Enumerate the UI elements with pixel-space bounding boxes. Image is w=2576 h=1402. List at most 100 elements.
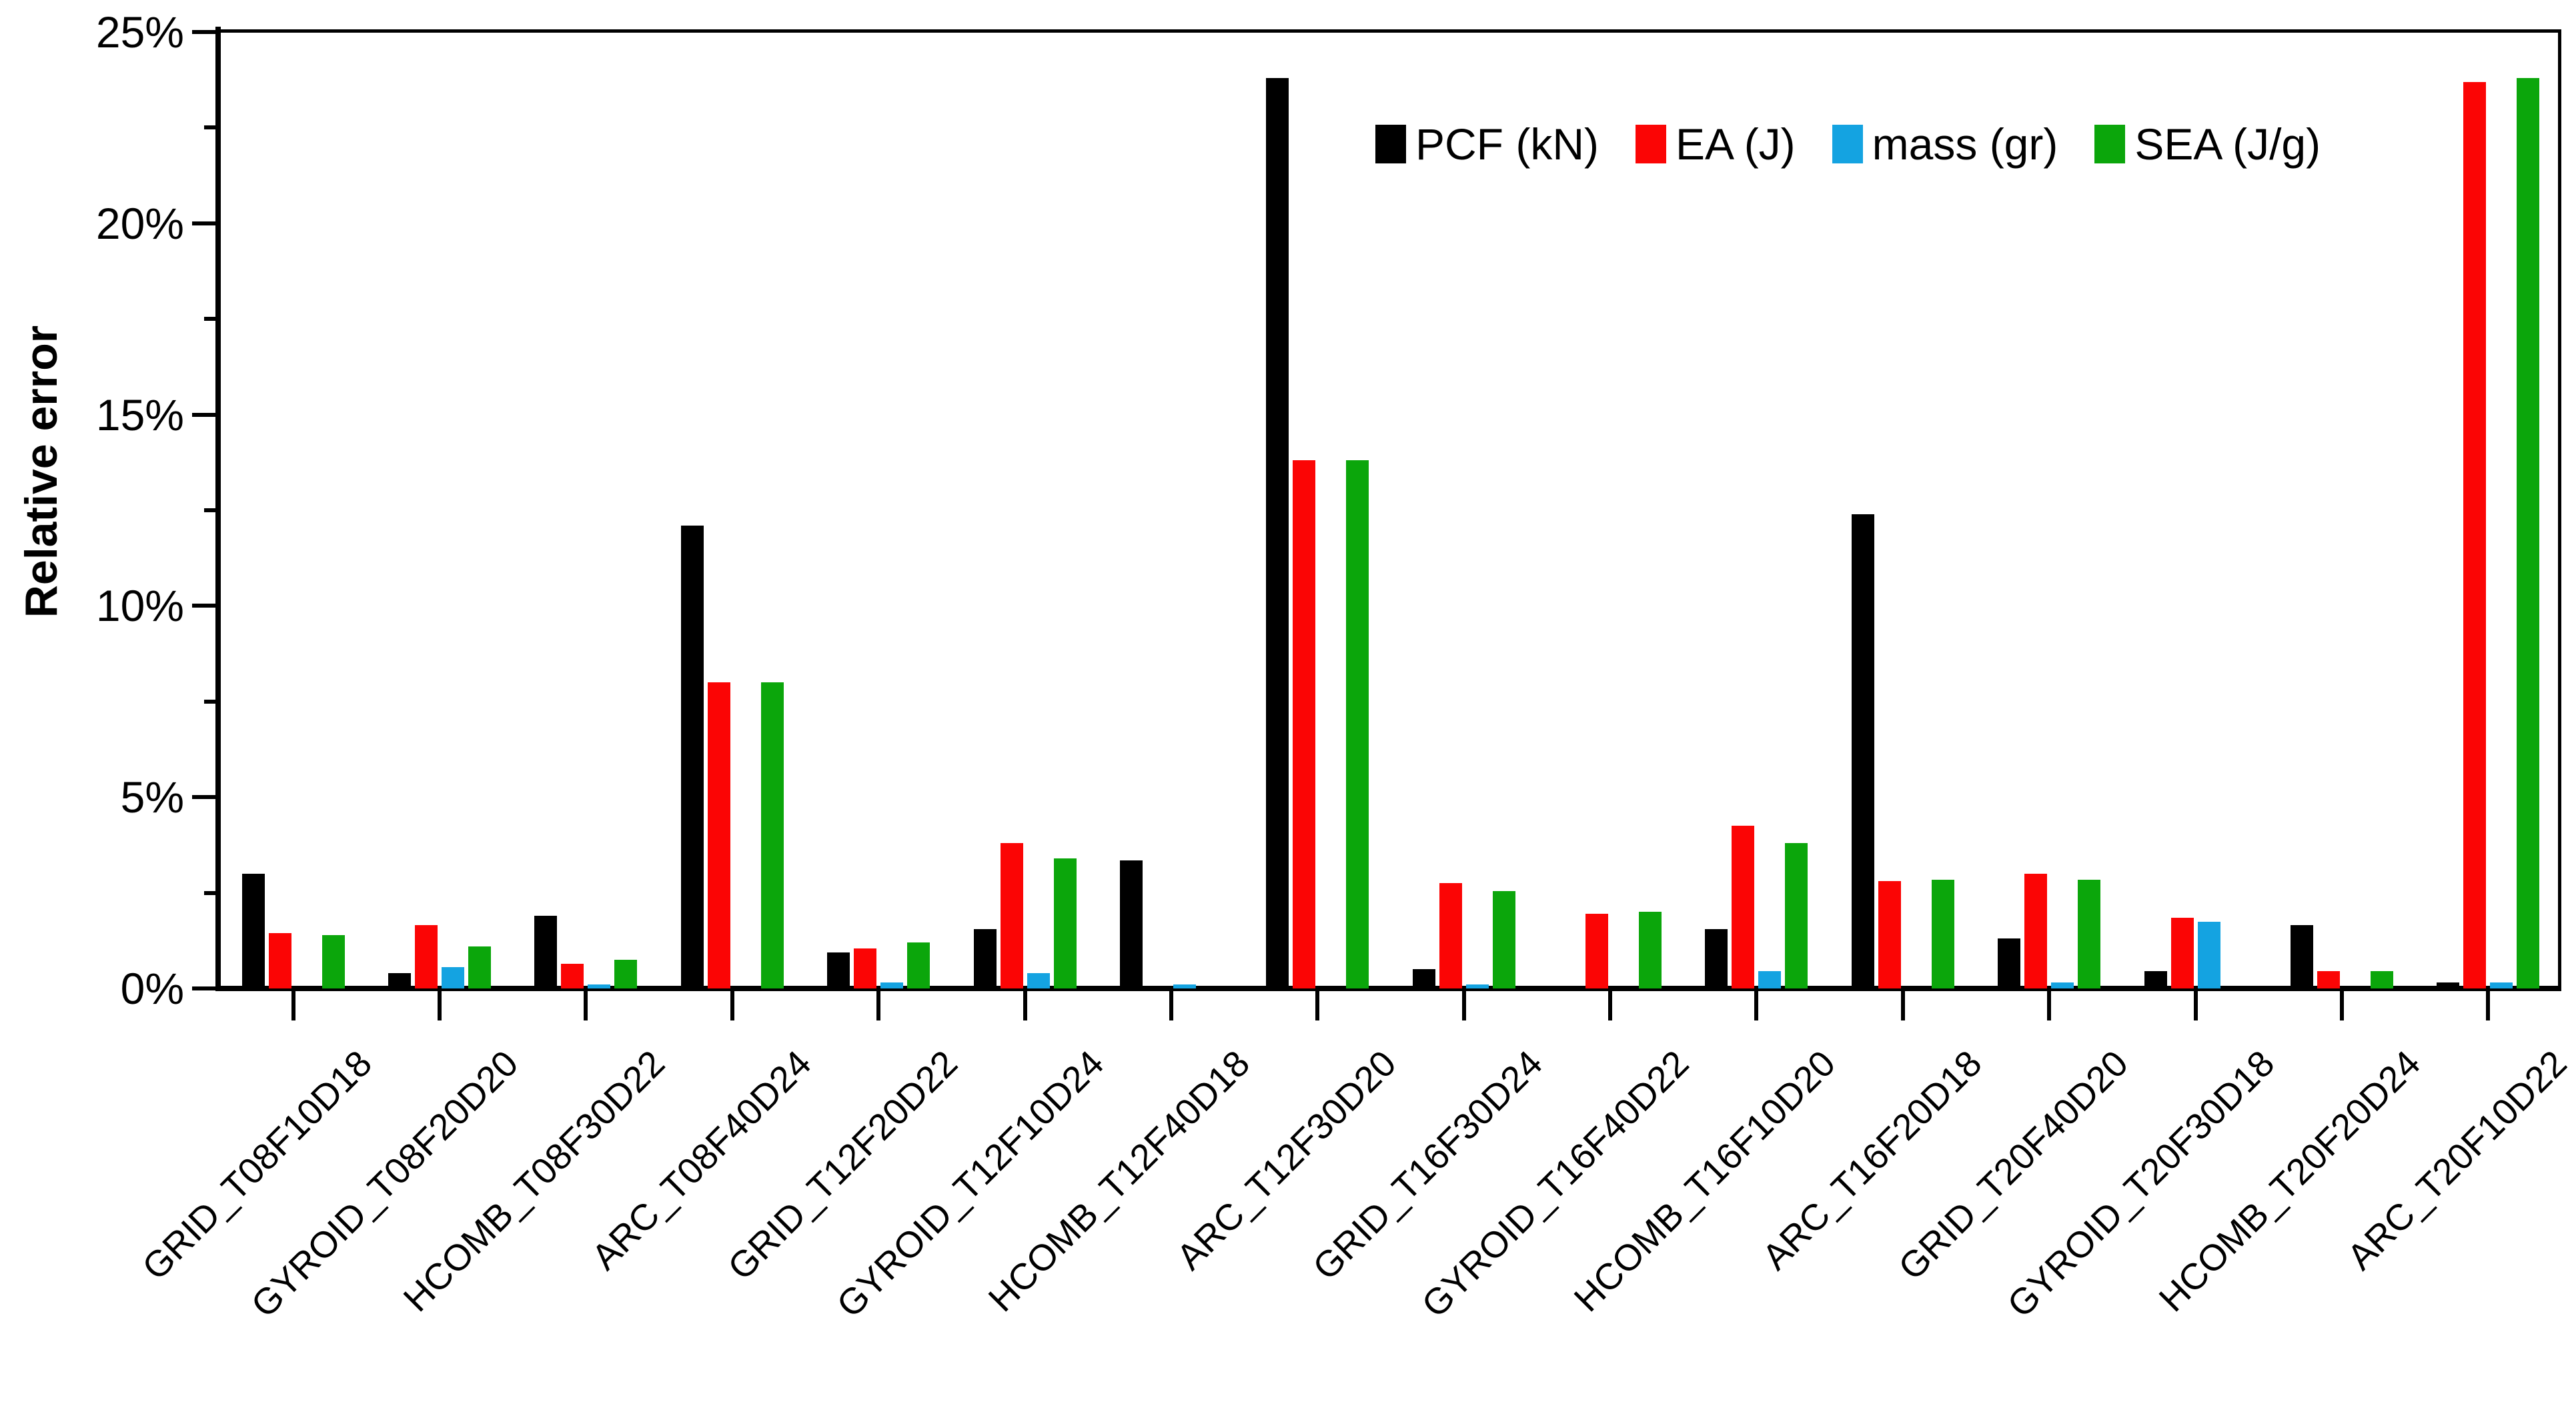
- bar-pcf-ARC_T12F30D20: [1266, 77, 1289, 988]
- x-tick: [1023, 991, 1027, 1020]
- x-tick: [1461, 991, 1466, 1020]
- x-axis-label: HCOMB_T08F30D22: [395, 1042, 672, 1320]
- bar-ea-ARC_T16F20D18: [1878, 881, 1901, 988]
- bar-mass-GYROID_T08F20D20: [442, 967, 465, 988]
- bar-mass-GRID_T20F40D20: [2051, 982, 2074, 988]
- y-tick-label: 10%: [95, 581, 184, 631]
- bar-ea-GYROID_T16F40D22: [1585, 914, 1609, 988]
- x-axis-label: HCOMB_T16F10D20: [1565, 1042, 1843, 1320]
- bar-sea-GRID_T20F40D20: [2078, 879, 2101, 988]
- bar-sea-HCOMB_T16F10D20: [1785, 843, 1808, 988]
- x-tick: [438, 991, 442, 1020]
- x-tick: [2486, 991, 2491, 1020]
- y-minor-tick: [204, 125, 220, 130]
- x-axis-label: GYROID_T20F30D18: [1998, 1042, 2283, 1325]
- bar-pcf-GYROID_T08F20D20: [388, 973, 412, 988]
- x-tick: [876, 991, 881, 1020]
- x-tick: [1608, 991, 1613, 1020]
- bar-pcf-HCOMB_T08F30D22: [534, 916, 558, 988]
- bar-pcf-ARC_T20F10D22: [2437, 982, 2460, 988]
- legend-swatch-0: [1375, 125, 1406, 163]
- y-major-tick: [192, 412, 220, 417]
- bar-pcf-ARC_T16F20D18: [1851, 514, 1874, 988]
- bar-ea-GYROID_T20F30D18: [2170, 917, 2194, 988]
- y-major-tick: [192, 30, 220, 34]
- bar-mass-GRID_T12F20D22: [880, 982, 904, 988]
- bar-pcf-ARC_T08F40D24: [680, 525, 704, 988]
- bar-pcf-HCOMB_T16F10D20: [1705, 929, 1728, 988]
- y-minor-tick: [204, 699, 220, 704]
- legend-label: EA (J): [1675, 119, 1796, 169]
- x-tick: [584, 991, 588, 1020]
- legend-item-sea: SEA (J/g): [2094, 119, 2321, 169]
- bar-ea-HCOMB_T20F20D24: [2317, 971, 2340, 988]
- bar-mass-HCOMB_T16F10D20: [1758, 971, 1782, 988]
- bar-pcf-GRID_T16F30D24: [1412, 969, 1435, 988]
- bar-ea-GRID_T16F30D24: [1439, 883, 1462, 988]
- y-major-tick: [192, 221, 220, 225]
- x-tick: [1169, 991, 1173, 1020]
- bar-pcf-GYROID_T12F10D24: [973, 929, 997, 988]
- legend-label: SEA (J/g): [2134, 119, 2321, 169]
- x-axis-label: HCOMB_T20F20D24: [2150, 1042, 2429, 1320]
- x-tick: [1900, 991, 1905, 1020]
- x-tick: [730, 991, 734, 1020]
- y-tick-label: 25%: [95, 7, 184, 57]
- y-tick-label: 0%: [120, 964, 184, 1013]
- x-tick: [1754, 991, 1759, 1020]
- bar-sea-GYROID_T12F10D24: [1053, 858, 1077, 988]
- y-axis-title: Relative error: [16, 325, 67, 618]
- bar-sea-GYROID_T08F20D20: [468, 946, 492, 988]
- bar-ea-GYROID_T08F20D20: [415, 925, 438, 988]
- bar-sea-HCOMB_T08F30D22: [614, 959, 638, 988]
- bar-ea-ARC_T08F40D24: [707, 682, 730, 988]
- x-tick: [1315, 991, 1320, 1020]
- bar-ea-HCOMB_T08F30D22: [561, 963, 584, 988]
- y-tick-label: 15%: [95, 390, 184, 440]
- y-major-tick: [192, 986, 220, 990]
- x-axis-label: HCOMB_T12F40D18: [980, 1042, 1258, 1320]
- bar-sea-ARC_T12F30D20: [1346, 460, 1369, 988]
- bar-pcf-HCOMB_T12F40D18: [1119, 860, 1143, 988]
- bar-ea-HCOMB_T16F10D20: [1732, 826, 1755, 988]
- legend-swatch-3: [2094, 125, 2126, 163]
- y-tick-label: 20%: [95, 198, 184, 248]
- legend-item-ea: EA (J): [1635, 119, 1796, 169]
- bar-sea-HCOMB_T20F20D24: [2370, 971, 2393, 988]
- y-major-tick: [192, 795, 220, 800]
- bar-mass-GYROID_T20F30D18: [2197, 921, 2220, 988]
- bar-mass-HCOMB_T08F30D22: [588, 984, 611, 988]
- bar-sea-GYROID_T16F40D22: [1639, 912, 1662, 988]
- bar-mass-HCOMB_T12F40D18: [1173, 984, 1196, 988]
- bar-sea-GRID_T08F10D18: [321, 934, 345, 988]
- x-tick: [2339, 991, 2344, 1020]
- bar-sea-ARC_T20F10D22: [2517, 77, 2540, 988]
- bar-sea-ARC_T08F40D24: [760, 682, 784, 988]
- bar-pcf-GRID_T12F20D22: [827, 952, 850, 988]
- bar-sea-GRID_T16F30D24: [1492, 890, 1515, 988]
- legend-item-pcf: PCF (kN): [1375, 119, 1599, 169]
- y-minor-tick: [204, 890, 220, 895]
- bar-ea-GRID_T12F20D22: [854, 948, 877, 988]
- legend-swatch-1: [1635, 125, 1666, 163]
- legend-swatch-2: [1832, 125, 1863, 163]
- legend-item-mass: mass (gr): [1832, 119, 2058, 169]
- bar-ea-ARC_T20F10D22: [2463, 81, 2487, 988]
- bar-sea-GRID_T12F20D22: [907, 942, 930, 988]
- x-axis-label: GYROID_T16F40D22: [1413, 1042, 1697, 1325]
- y-tick-label: 5%: [120, 772, 184, 822]
- y-minor-tick: [204, 317, 220, 321]
- y-minor-tick: [204, 508, 220, 512]
- bar-ea-GRID_T20F40D20: [2024, 873, 2048, 988]
- bar-pcf-GYROID_T20F30D18: [2144, 971, 2167, 988]
- bar-ea-GYROID_T12F10D24: [1000, 843, 1023, 988]
- legend: PCF (kN) EA (J) mass (gr) SEA (J/g): [1375, 119, 2321, 169]
- x-tick: [2193, 991, 2198, 1020]
- bar-pcf-GRID_T08F10D18: [241, 873, 265, 988]
- bar-pcf-GRID_T20F40D20: [1998, 938, 2021, 988]
- bar-ea-ARC_T12F30D20: [1293, 460, 1316, 988]
- x-axis-label: GYROID_T08F20D20: [243, 1042, 526, 1325]
- x-tick: [291, 991, 295, 1020]
- x-tick: [2047, 991, 2052, 1020]
